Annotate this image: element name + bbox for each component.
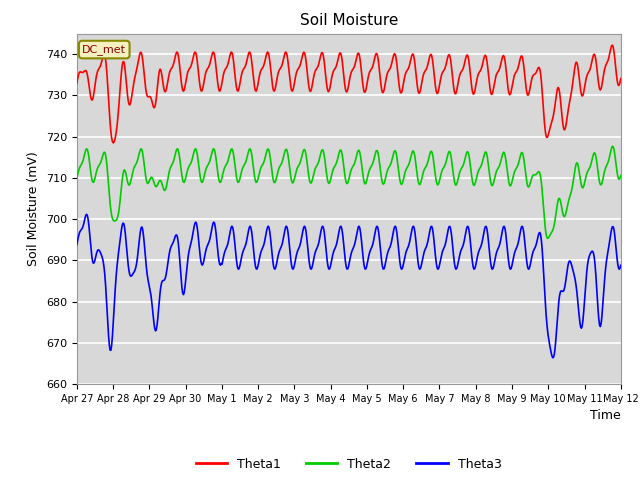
Y-axis label: Soil Moisture (mV): Soil Moisture (mV) <box>28 151 40 266</box>
Title: Soil Moisture: Soil Moisture <box>300 13 398 28</box>
X-axis label: Time: Time <box>590 409 621 422</box>
Text: DC_met: DC_met <box>82 44 126 55</box>
Legend: Theta1, Theta2, Theta3: Theta1, Theta2, Theta3 <box>191 453 506 476</box>
